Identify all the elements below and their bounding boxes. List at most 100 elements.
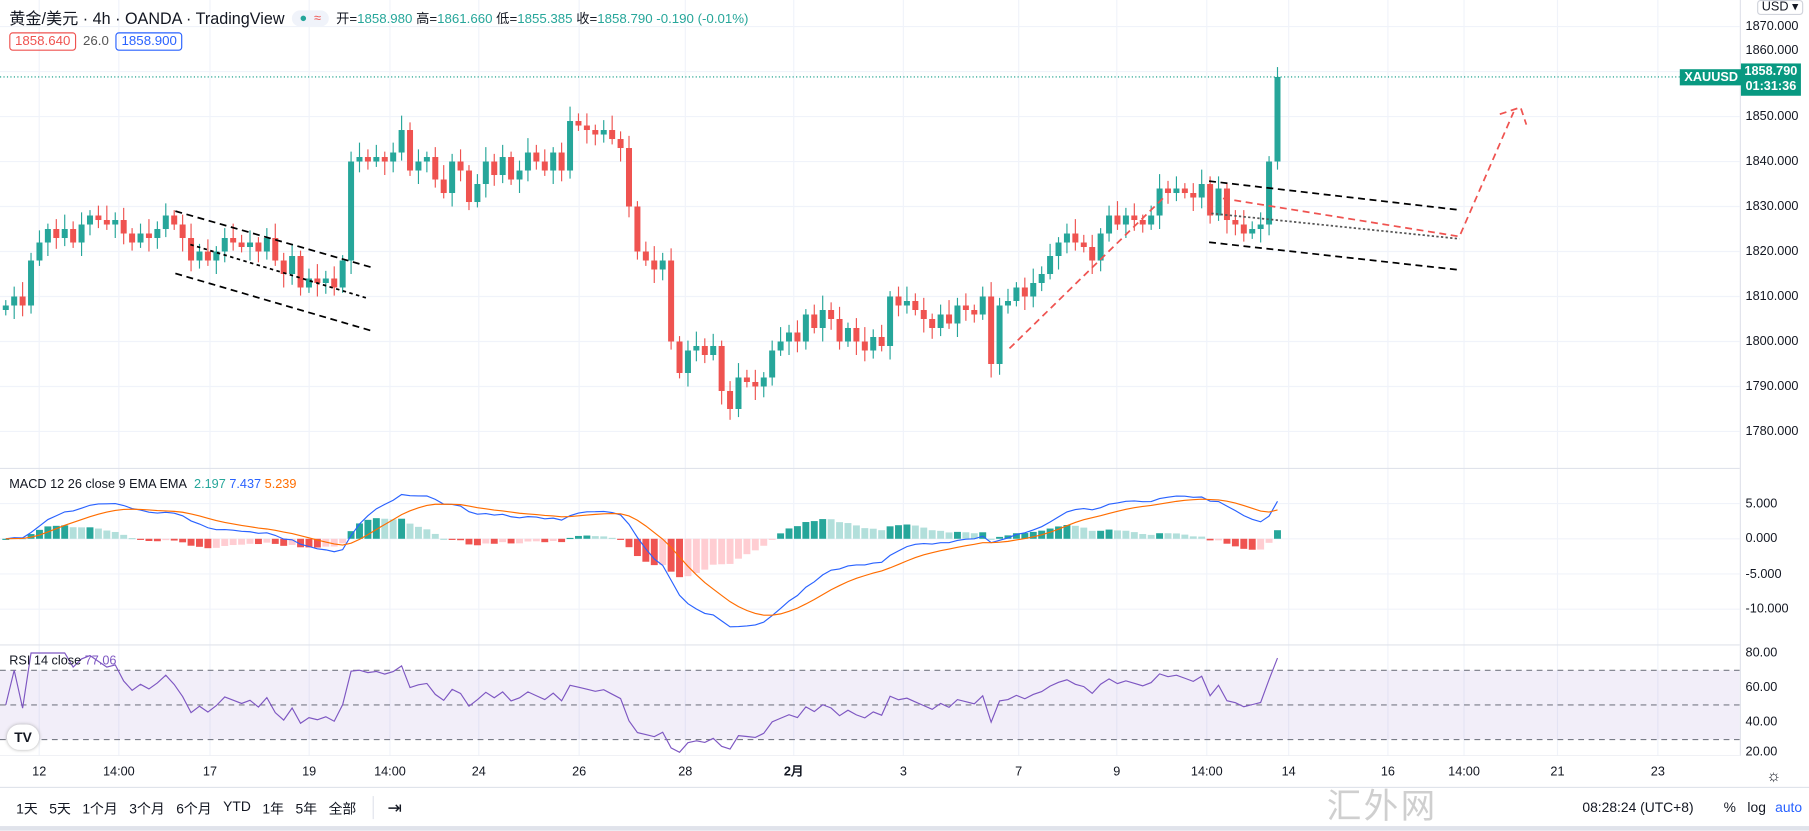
macd-histogram-bar bbox=[103, 530, 111, 539]
range-button[interactable]: YTD bbox=[223, 797, 251, 814]
candle-body bbox=[988, 296, 995, 364]
buy-button[interactable]: 1858.900 bbox=[115, 32, 183, 51]
macd-histogram-bar bbox=[625, 538, 633, 548]
range-button[interactable]: 5年 bbox=[295, 800, 318, 817]
macd-histogram-bar bbox=[920, 527, 928, 539]
candle-body bbox=[1122, 215, 1129, 225]
candle-body bbox=[1055, 242, 1062, 257]
range-button[interactable]: 1年 bbox=[262, 800, 284, 817]
time-axis-label: 3 bbox=[899, 764, 907, 779]
macd-histogram-bar bbox=[1215, 538, 1222, 541]
macd-legend[interactable]: MACD 12 26 close 9 EMA EMA 2.197 7.437 5… bbox=[9, 477, 297, 492]
candle-body bbox=[95, 215, 102, 221]
rsi-line bbox=[5, 652, 1279, 753]
time-axis-label: 14:00 bbox=[1448, 764, 1480, 779]
candle-body bbox=[188, 238, 195, 261]
candle-body bbox=[1266, 161, 1273, 225]
macd-histogram-bar bbox=[27, 534, 35, 539]
candle-body bbox=[516, 170, 523, 180]
macd-histogram-bar bbox=[684, 538, 692, 577]
symbol-title[interactable]: 黄金/美元 · 4h · OANDA · TradingView bbox=[9, 9, 285, 28]
macd-histogram-bar bbox=[1021, 533, 1029, 539]
candle-body bbox=[844, 327, 851, 342]
candle-body bbox=[1249, 229, 1256, 234]
settings-icon[interactable]: ☼ bbox=[1766, 766, 1782, 785]
candle-body bbox=[407, 130, 414, 171]
clock[interactable]: 08:28:24 (UTC+8) bbox=[1582, 799, 1694, 816]
range-button[interactable]: 5天 bbox=[49, 800, 71, 817]
range-button[interactable]: 全部 bbox=[328, 800, 357, 817]
candle-body bbox=[954, 305, 961, 324]
macd-histogram-bar bbox=[1122, 530, 1130, 539]
time-axis-label: 14:00 bbox=[102, 764, 135, 779]
range-button[interactable]: 6个月 bbox=[176, 800, 212, 817]
candle-body bbox=[28, 260, 35, 306]
candle-body bbox=[752, 381, 759, 387]
macd-histogram-bar bbox=[1231, 538, 1239, 547]
candle-body bbox=[870, 336, 877, 351]
macd-histogram-bar bbox=[575, 535, 582, 539]
candle-body bbox=[1139, 220, 1146, 225]
candle-body bbox=[120, 220, 127, 234]
macd-histogram-bar bbox=[44, 526, 52, 539]
channel-middle-line bbox=[190, 243, 370, 300]
macd-histogram-bar bbox=[1097, 530, 1105, 539]
candle-body bbox=[331, 278, 338, 288]
macd-histogram-bar bbox=[743, 538, 751, 555]
candle-body bbox=[1148, 215, 1155, 225]
price-axis[interactable] bbox=[1739, 0, 1809, 756]
range-button[interactable]: 3个月 bbox=[129, 800, 165, 817]
macd-histogram-bar bbox=[473, 538, 481, 546]
sell-button[interactable]: 1858.640 bbox=[9, 32, 77, 51]
rsi-legend[interactable]: RSI 14 close 77.06 bbox=[9, 654, 117, 668]
candle-body bbox=[1215, 188, 1222, 216]
range-button[interactable]: 1天 bbox=[16, 800, 38, 817]
macd-histogram-bar bbox=[35, 529, 43, 539]
chart-canvas[interactable] bbox=[0, 0, 1740, 756]
candle-body bbox=[903, 301, 910, 306]
price-axis-label: 1840.000 bbox=[1745, 154, 1799, 169]
candle-body bbox=[415, 161, 422, 171]
log-toggle[interactable]: log bbox=[1747, 799, 1766, 816]
macd-histogram-bar bbox=[1274, 530, 1281, 539]
candle-body bbox=[979, 296, 986, 315]
macd-histogram-bar bbox=[802, 522, 810, 539]
macd-histogram-bar bbox=[381, 518, 389, 539]
candle-body bbox=[364, 157, 371, 162]
candle-body bbox=[558, 152, 565, 171]
candle-body bbox=[381, 157, 388, 162]
price-axis-label: 1810.000 bbox=[1745, 289, 1799, 304]
macd-axis-label: 0.000 bbox=[1745, 531, 1778, 546]
candle-body bbox=[390, 152, 397, 162]
market-status[interactable]: ● ≈ bbox=[291, 10, 330, 27]
auto-toggle[interactable]: auto bbox=[1775, 799, 1803, 816]
macd-histogram-bar bbox=[111, 531, 119, 539]
macd-histogram-bar bbox=[204, 538, 212, 549]
macd-histogram-bar bbox=[364, 519, 372, 539]
candle-body bbox=[1198, 184, 1205, 198]
range-button[interactable]: 1个月 bbox=[82, 800, 118, 817]
macd-histogram-bar bbox=[1063, 525, 1071, 539]
candle-body bbox=[1240, 224, 1247, 234]
time-axis-label: 7 bbox=[1015, 764, 1023, 779]
currency-select[interactable]: USD ▾ bbox=[1757, 0, 1804, 15]
candle-body bbox=[617, 139, 624, 149]
rsi-axis-label: 20.00 bbox=[1745, 745, 1778, 760]
macd-histogram-bar bbox=[945, 532, 953, 539]
macd-histogram-bar bbox=[389, 519, 397, 539]
bottom-toolbar: 1天 5天 1个月 3个月 6个月 YTD 1年 5年 全部 ⇥ 08:28:24 (UTC+8… bbox=[0, 786, 1809, 827]
candle-body bbox=[179, 224, 186, 239]
macd-histogram-bar bbox=[1189, 536, 1197, 539]
tradingview-logo[interactable]: TV bbox=[6, 724, 40, 750]
macd-histogram-bar bbox=[886, 526, 894, 539]
macd-histogram-bar bbox=[1088, 530, 1096, 539]
candle-body bbox=[819, 309, 826, 328]
candle-body bbox=[305, 278, 312, 288]
percent-toggle[interactable]: % bbox=[1723, 799, 1736, 816]
macd-histogram-bar bbox=[372, 518, 380, 539]
candle-body bbox=[137, 233, 144, 243]
go-to-date-icon[interactable]: ⇥ bbox=[387, 798, 402, 818]
candle-body bbox=[314, 278, 321, 284]
macd-histogram-bar bbox=[928, 530, 936, 539]
macd-histogram-bar bbox=[78, 527, 86, 539]
